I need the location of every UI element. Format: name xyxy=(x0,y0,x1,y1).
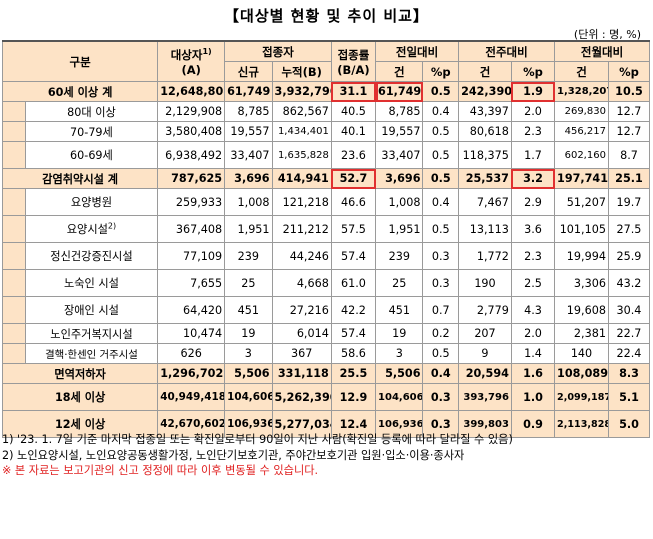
header-new: 신규 xyxy=(224,61,273,82)
header-month-pp: %p xyxy=(607,61,651,82)
table-row: 60-69세 6,938,492 33,407 1,635,828 23.6 3… xyxy=(2,141,651,169)
header-cumulative: 누적(B) xyxy=(271,61,332,82)
header-target: 대상자1) (A) xyxy=(157,40,226,82)
row-label: 60세 이상 계 xyxy=(1,81,159,102)
table-row: 18세 이상 40,949,418 104,606 5,262,390 12.9… xyxy=(1,383,651,411)
table-row: 80대 이상 2,129,908 8,785 862,567 40.5 8,78… xyxy=(2,101,651,122)
table-title: 【대상별 현황 및 추이 비교】 xyxy=(224,7,429,25)
table-row: 감염취약시설 계 787,625 3,696 414,941 52.7 3,69… xyxy=(1,168,651,189)
header-vaccinated: 접종자 xyxy=(224,40,332,62)
rate-highlight: 52.7 xyxy=(330,168,377,189)
table-row: 면역저하자 1,296,702 5,506 331,118 25.5 5,506… xyxy=(1,363,651,384)
table-row: 60세 이상 계 12,648,808 61,749 3,932,796 31.… xyxy=(1,81,651,102)
row-label: 18세 이상 xyxy=(1,383,159,411)
table-row: 요양시설2) 367,408 1,951 211,212 57.5 1,951 … xyxy=(2,215,651,243)
footnote-2: 2) 노인요양시설, 노인요양공동생활가정, 노인단기보호기관, 주야간보호기관… xyxy=(2,448,465,462)
table-row: 노인주거복지시설 10,474 19 6,014 57.4 19 0.2 207… xyxy=(2,323,651,344)
table-row: 장애인 시설 64,420 451 27,216 42.2 451 0.7 2,… xyxy=(2,296,651,324)
header-day-count: 건 xyxy=(375,61,424,82)
footnote-1: 1) '23. 1. 7일 기준 마지막 접종일 또는 확진일로부터 90일이 … xyxy=(2,433,513,446)
table-row: 정신건강증진시설 77,109 239 44,246 57.4 239 0.3 … xyxy=(2,242,651,270)
vaccination-table: 구분 대상자1) (A) 접종자 접종률 (B/A) 전일대비 전주대비 전월대비 … xyxy=(1,40,651,438)
rate-highlight: 31.1 xyxy=(330,81,377,102)
header-week-pp: %p xyxy=(510,61,556,82)
table-row: 결핵·한센인 거주시설 626 3 367 58.6 3 0.5 9 1.4 1… xyxy=(2,343,651,364)
week-pp-highlight: 3.2 xyxy=(510,168,556,189)
header-month-count: 건 xyxy=(554,61,609,82)
header-week-count: 건 xyxy=(458,61,512,82)
table-row: 12세 이상 42,670,602 106,936 5,277,034 12.4… xyxy=(1,410,651,438)
header-prev-month: 전월대비 xyxy=(554,40,650,62)
week-pp-highlight: 1.9 xyxy=(510,81,556,102)
header-prev-day: 전일대비 xyxy=(375,40,460,62)
row-label: 면역저하자 xyxy=(1,363,159,384)
table-row: 노숙인 시설 7,655 25 4,668 61.0 25 0.3 190 2.… xyxy=(2,269,651,297)
row-label: 12세 이상 xyxy=(1,410,159,438)
row-label: 감염취약시설 계 xyxy=(1,168,159,189)
header-day-pp: %p xyxy=(422,61,460,82)
footnote-notice: ※ 본 자료는 보고기관의 신고 정정에 따라 이후 변동될 수 있습니다. xyxy=(2,464,319,477)
table-row: 70-79세 3,580,408 19,557 1,434,401 40.1 1… xyxy=(2,121,651,142)
table-row: 요양병원 259,933 1,008 121,218 46.6 1,008 0.… xyxy=(2,188,651,216)
header-prev-week: 전주대비 xyxy=(458,40,556,62)
footnotes: 1) '23. 1. 7일 기준 마지막 접종일 또는 확진일로부터 90일이 … xyxy=(2,432,650,479)
header-rate: 접종률 (B/A) xyxy=(330,40,377,82)
header-group: 구분 xyxy=(1,40,159,82)
unit-label: (단위 : 명, %) xyxy=(573,28,641,41)
